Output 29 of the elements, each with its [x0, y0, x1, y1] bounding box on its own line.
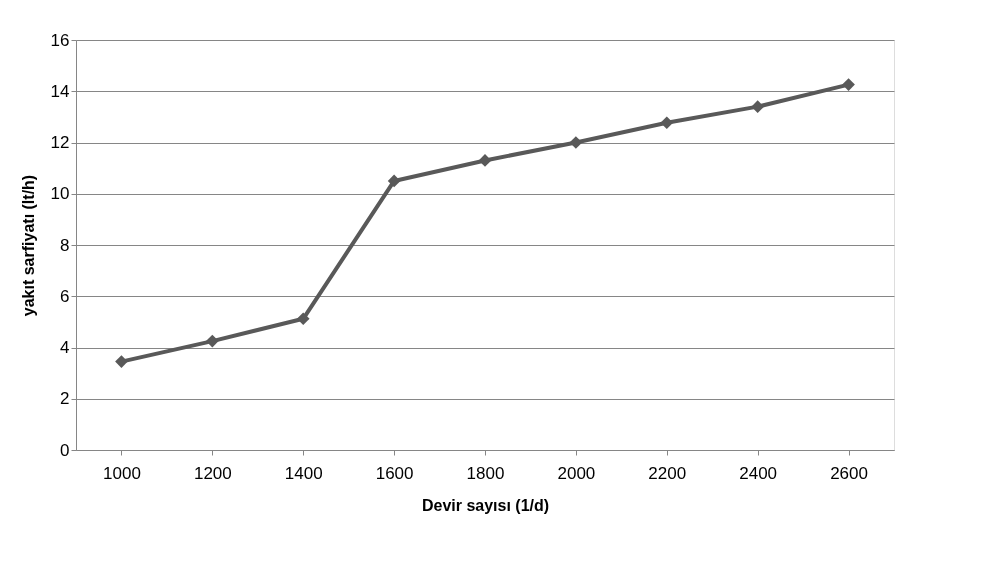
- y-tick-label: 2: [60, 389, 70, 409]
- x-tick-label: 1200: [193, 463, 232, 483]
- x-tick-label: 2000: [557, 463, 596, 483]
- x-tick-label: 1400: [284, 463, 323, 483]
- x-tick-label: 2400: [739, 463, 778, 483]
- x-tick-label: 2200: [648, 463, 687, 483]
- y-tick-label: 4: [60, 338, 70, 357]
- point: [569, 136, 583, 149]
- point: [660, 116, 674, 130]
- y-axis-title: yakıt sarfiyatı (lt/h): [19, 174, 37, 317]
- point: [206, 334, 219, 348]
- point: [115, 355, 128, 368]
- y-tick-label: 8: [60, 235, 70, 255]
- y-tick-label: 16: [50, 30, 70, 50]
- y-tick-label: 0: [60, 440, 70, 460]
- point: [751, 100, 764, 113]
- point: [387, 174, 401, 188]
- point: [478, 154, 492, 167]
- y-tick-label: 6: [60, 286, 70, 306]
- x-tick-label: 2600: [830, 463, 868, 483]
- x-tick-label: 1600: [375, 463, 414, 483]
- x-tick-label: 1000: [103, 463, 141, 483]
- point: [296, 312, 310, 326]
- y-tick-label: 14: [50, 81, 70, 101]
- x-axis-title: Devir sayısı (1/d): [421, 496, 550, 514]
- point: [842, 78, 855, 91]
- y-tick-label: 10: [50, 184, 70, 204]
- x-tick-label: 1800: [466, 463, 505, 483]
- y-tick-label: 12: [50, 133, 70, 152]
